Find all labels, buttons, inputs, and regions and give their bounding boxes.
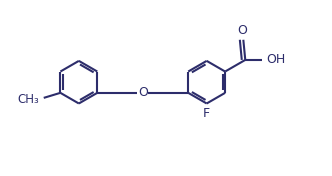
Text: O: O	[237, 24, 247, 37]
Text: O: O	[138, 86, 148, 99]
Text: F: F	[203, 107, 210, 120]
Text: CH₃: CH₃	[17, 93, 39, 106]
Text: OH: OH	[267, 53, 286, 66]
